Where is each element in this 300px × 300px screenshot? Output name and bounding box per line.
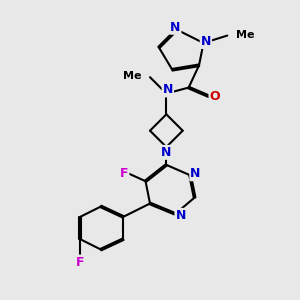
Text: N: N	[161, 146, 172, 159]
Text: Me: Me	[123, 71, 142, 81]
Text: O: O	[209, 90, 220, 103]
Text: N: N	[170, 21, 181, 34]
Text: N: N	[201, 35, 211, 48]
Text: F: F	[76, 256, 84, 268]
Text: Me: Me	[236, 30, 254, 40]
Text: N: N	[176, 209, 186, 222]
Text: N: N	[190, 167, 201, 180]
Text: F: F	[120, 167, 128, 180]
Text: N: N	[163, 83, 173, 97]
